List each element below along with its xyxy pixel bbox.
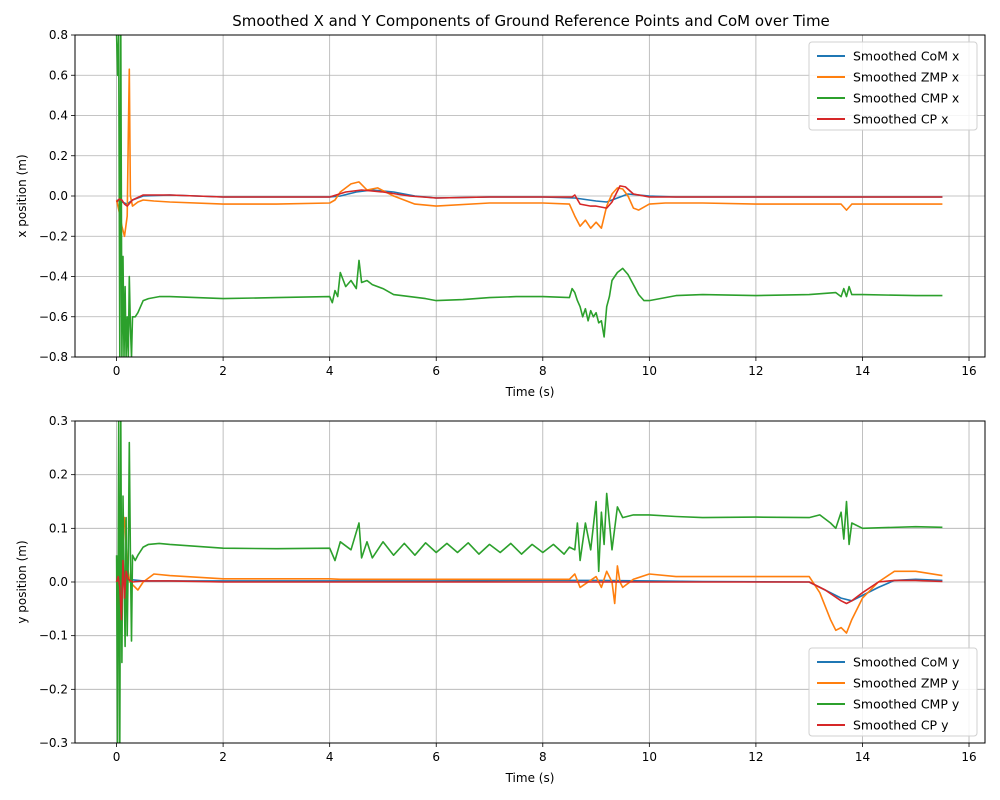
x-axis-label: Time (s) bbox=[505, 385, 555, 399]
x-tick-label: 8 bbox=[539, 750, 547, 764]
y-axis-label: x position (m) bbox=[15, 154, 29, 237]
y-tick-label: −0.2 bbox=[39, 682, 68, 696]
legend-label: Smoothed CMP y bbox=[853, 697, 960, 712]
x-tick-label: 10 bbox=[642, 364, 657, 378]
legend-label: Smoothed CP x bbox=[853, 112, 948, 127]
legend-label: Smoothed CoM x bbox=[853, 49, 959, 64]
x-axis-label: Time (s) bbox=[505, 771, 555, 785]
legend: Smoothed CoM y Smoothed ZMP y Smoothed CMP… bbox=[808, 647, 978, 737]
y-tick-label: −0.2 bbox=[39, 229, 68, 243]
y-tick-label: −0.3 bbox=[39, 736, 68, 750]
series-lines bbox=[115, 35, 943, 357]
series-line-smoothed-zmp-x bbox=[115, 68, 943, 238]
x-tick-label: 14 bbox=[855, 364, 870, 378]
legend-label: Smoothed CMP x bbox=[853, 91, 959, 106]
x-tick-label: 0 bbox=[113, 750, 121, 764]
y-tick-label: 0.0 bbox=[49, 189, 68, 203]
legend-label: Smoothed ZMP x bbox=[853, 70, 959, 85]
x-tick-label: 6 bbox=[432, 364, 440, 378]
legend: Smoothed CoM x Smoothed ZMP x Smoothed CMP… bbox=[808, 41, 978, 131]
legend-label: Smoothed CP y bbox=[853, 718, 949, 733]
x-tick-label: 2 bbox=[219, 750, 227, 764]
x-tick-label: 4 bbox=[326, 364, 334, 378]
legend-label: Smoothed CoM y bbox=[853, 655, 960, 670]
x-tick-label: 16 bbox=[961, 364, 976, 378]
y-tick-label: 0.1 bbox=[49, 521, 68, 535]
y-tick-label: 0.0 bbox=[49, 575, 68, 589]
y-tick-label: 0.2 bbox=[49, 468, 68, 482]
y-tick-label: 0.3 bbox=[49, 414, 68, 428]
x-tick-label: 14 bbox=[855, 750, 870, 764]
y-tick-label: 0.6 bbox=[49, 68, 68, 82]
y-axis-label: y position (m) bbox=[15, 540, 29, 623]
series-line-smoothed-cmp-x bbox=[115, 35, 943, 357]
x-tick-label: 2 bbox=[219, 364, 227, 378]
y-tick-label: −0.6 bbox=[39, 310, 68, 324]
legend-box bbox=[808, 41, 978, 131]
series-line-smoothed-cp-x bbox=[115, 185, 943, 209]
x-tick-label: 12 bbox=[748, 364, 763, 378]
x-tick-label: 10 bbox=[642, 750, 657, 764]
x-position-plot: 0 2 4 6 8 10 12 14 16 −0.8 −0.6 −0.4 −0.2 0.0 0.2 0.4 0.… bbox=[15, 28, 986, 399]
x-tick-label: 12 bbox=[748, 750, 763, 764]
x-tick-label: 6 bbox=[432, 750, 440, 764]
y-tick-label: −0.8 bbox=[39, 350, 68, 364]
y-tick-label: 0.2 bbox=[49, 149, 68, 163]
x-tick-label: 8 bbox=[539, 364, 547, 378]
y-tick-label: −0.4 bbox=[39, 270, 68, 284]
series-lines bbox=[115, 421, 943, 743]
y-tick-label: −0.1 bbox=[39, 629, 68, 643]
series-line-smoothed-cp-y bbox=[115, 559, 943, 621]
series-line-smoothed-cmp-y bbox=[115, 421, 943, 743]
x-tick-label: 4 bbox=[326, 750, 334, 764]
legend-box bbox=[808, 647, 978, 737]
figure-title: Smoothed X and Y Components of Ground Re… bbox=[232, 12, 830, 30]
x-tick-label: 16 bbox=[961, 750, 976, 764]
y-tick-label: 0.4 bbox=[49, 109, 68, 123]
x-tick-label: 0 bbox=[113, 364, 121, 378]
y-position-plot: 0 2 4 6 8 10 12 14 16 −0.3 −0.2 −0.1 0.0 0.1 0.2 0.3 Tim… bbox=[15, 414, 986, 785]
legend-label: Smoothed ZMP y bbox=[853, 676, 960, 691]
y-tick-label: 0.8 bbox=[49, 28, 68, 42]
